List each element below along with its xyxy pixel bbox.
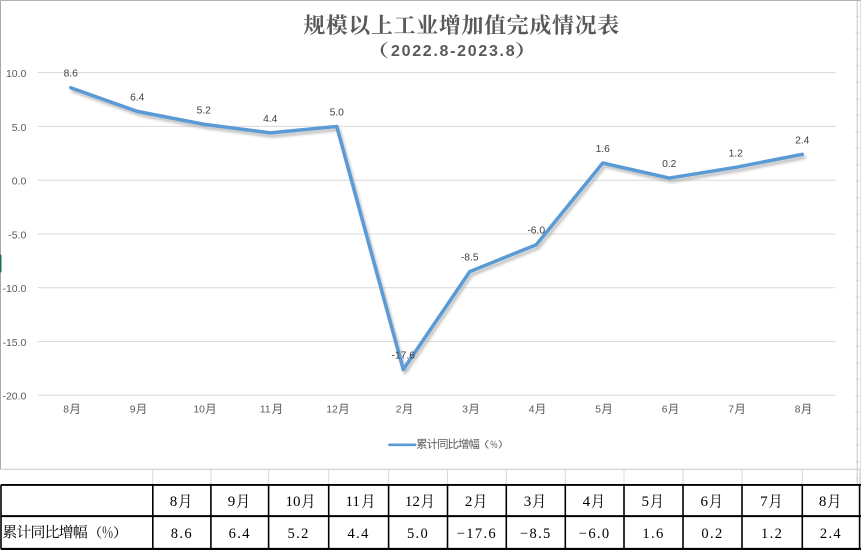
svg-text:5.2: 5.2 — [288, 526, 310, 542]
svg-text:10.0: 10.0 — [6, 68, 27, 80]
svg-text:-10.0: -10.0 — [2, 283, 26, 295]
svg-text:3: 3 — [524, 494, 532, 510]
svg-text:-6.0: -6.0 — [527, 226, 545, 237]
svg-text:4: 4 — [529, 404, 535, 415]
svg-text:6: 6 — [700, 494, 708, 510]
svg-text:−6.0: −6.0 — [579, 526, 611, 542]
svg-text:8: 8 — [63, 404, 69, 415]
svg-text:-8.5: -8.5 — [461, 253, 479, 264]
svg-text:2: 2 — [396, 404, 402, 415]
svg-text:5.0: 5.0 — [407, 526, 429, 542]
svg-text:9: 9 — [130, 404, 136, 415]
svg-text:5.2: 5.2 — [197, 105, 212, 116]
svg-text:5.0: 5.0 — [12, 122, 27, 134]
svg-text:2: 2 — [465, 494, 473, 510]
svg-text:-15.0: -15.0 — [2, 337, 26, 349]
svg-text:4.4: 4.4 — [348, 526, 370, 542]
svg-text:1.2: 1.2 — [761, 526, 783, 542]
svg-text:−8.5: −8.5 — [520, 526, 552, 542]
svg-text:5: 5 — [595, 404, 601, 415]
svg-text:4.4: 4.4 — [263, 114, 278, 125]
svg-text:8.6: 8.6 — [171, 526, 193, 542]
svg-text:8: 8 — [795, 404, 801, 415]
svg-text:12: 12 — [405, 494, 420, 510]
svg-text:2.4: 2.4 — [795, 135, 810, 146]
svg-text:0.0: 0.0 — [12, 176, 27, 188]
svg-text:7: 7 — [760, 494, 768, 510]
svg-text:6: 6 — [662, 404, 668, 415]
svg-text:0.2: 0.2 — [662, 159, 677, 170]
svg-text:−17.6: −17.6 — [457, 526, 497, 542]
svg-text:-5.0: -5.0 — [8, 229, 26, 241]
svg-text:3: 3 — [462, 404, 468, 415]
svg-text:1.6: 1.6 — [642, 526, 664, 542]
svg-text:-20.0: -20.0 — [2, 391, 26, 403]
svg-text:7: 7 — [728, 404, 734, 415]
svg-text:8: 8 — [819, 494, 827, 510]
svg-text:6.4: 6.4 — [130, 92, 145, 103]
svg-text:1.6: 1.6 — [596, 144, 611, 155]
svg-text:8: 8 — [170, 494, 178, 510]
svg-text:0.2: 0.2 — [701, 526, 723, 542]
svg-text:12: 12 — [326, 404, 338, 415]
svg-text:11: 11 — [345, 494, 359, 510]
svg-text:5: 5 — [641, 494, 649, 510]
svg-text:1.2: 1.2 — [729, 148, 744, 159]
svg-text:10: 10 — [285, 494, 300, 510]
svg-text:5.0: 5.0 — [330, 107, 345, 118]
svg-text:2022.8-2023.8: 2022.8-2023.8 — [391, 43, 516, 60]
svg-text:10: 10 — [193, 404, 205, 415]
svg-text:2.4: 2.4 — [820, 526, 842, 542]
svg-text:9: 9 — [228, 494, 236, 510]
svg-text:6.4: 6.4 — [229, 526, 251, 542]
svg-text:8.6: 8.6 — [64, 69, 79, 80]
svg-text:-17.6: -17.6 — [392, 350, 416, 361]
svg-text:4: 4 — [583, 494, 591, 510]
svg-text:11: 11 — [260, 404, 271, 415]
